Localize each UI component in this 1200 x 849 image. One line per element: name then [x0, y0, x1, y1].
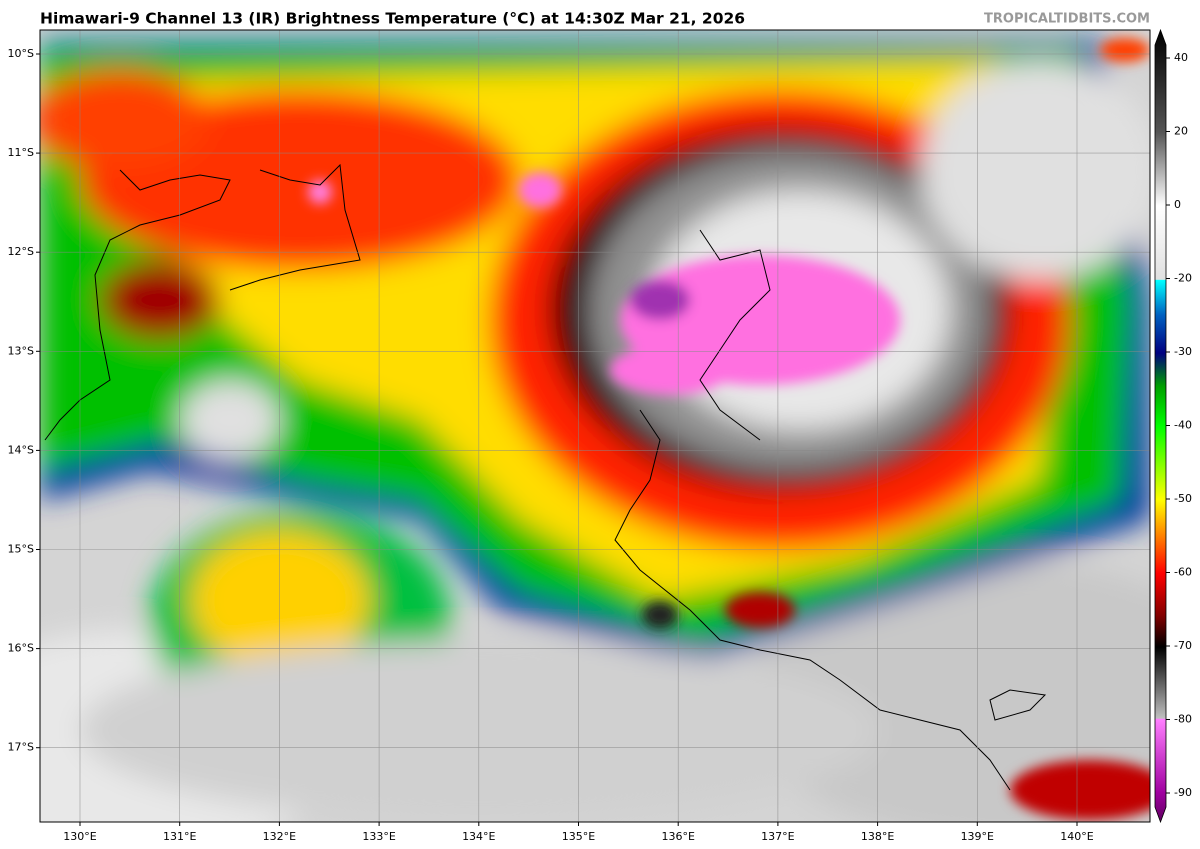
satellite-imagery: [40, 30, 1150, 822]
lon-label: 130°E: [63, 830, 96, 843]
lat-label: 14°S: [8, 443, 34, 456]
colorbar-tick-label: -40: [1174, 419, 1192, 432]
lat-label: 11°S: [8, 146, 34, 159]
lon-label: 136°E: [661, 830, 694, 843]
lat-label: 15°S: [8, 543, 34, 556]
lon-label: 140°E: [1060, 830, 1093, 843]
lon-label: 134°E: [462, 830, 495, 843]
colorbar-tick-label: -90: [1174, 786, 1192, 799]
colorbar-tick-label: 20: [1174, 125, 1188, 138]
colorbar-tick-label: 0: [1174, 198, 1181, 211]
colorbar-tick-label: 40: [1174, 51, 1188, 64]
colorbar-tick-label: -70: [1174, 639, 1192, 652]
watermark: TROPICALTIDBITS.COM: [984, 12, 1150, 27]
lat-label: 12°S: [8, 245, 34, 258]
title: Himawari-9 Channel 13 (IR) Brightness Te…: [40, 10, 745, 28]
lat-label: 16°S: [8, 642, 34, 655]
lon-label: 137°E: [761, 830, 794, 843]
colorbar-tick-label: -60: [1174, 566, 1192, 579]
lat-label: 10°S: [8, 47, 34, 60]
colorbar-tick-label: -50: [1174, 492, 1192, 505]
map-frame: [39, 29, 1151, 823]
lon-label: 131°E: [163, 830, 196, 843]
lon-label: 135°E: [562, 830, 595, 843]
lon-label: 138°E: [861, 830, 894, 843]
colorbar-tick-label: -20: [1174, 272, 1192, 285]
lat-label: 17°S: [8, 741, 34, 754]
lon-label: 139°E: [961, 830, 994, 843]
colorbar: [1154, 28, 1167, 824]
lon-label: 132°E: [263, 830, 296, 843]
colorbar-tick-label: -80: [1174, 713, 1192, 726]
lat-label: 13°S: [8, 344, 34, 357]
colorbar-tick-label: -30: [1174, 345, 1192, 358]
lon-label: 133°E: [362, 830, 395, 843]
